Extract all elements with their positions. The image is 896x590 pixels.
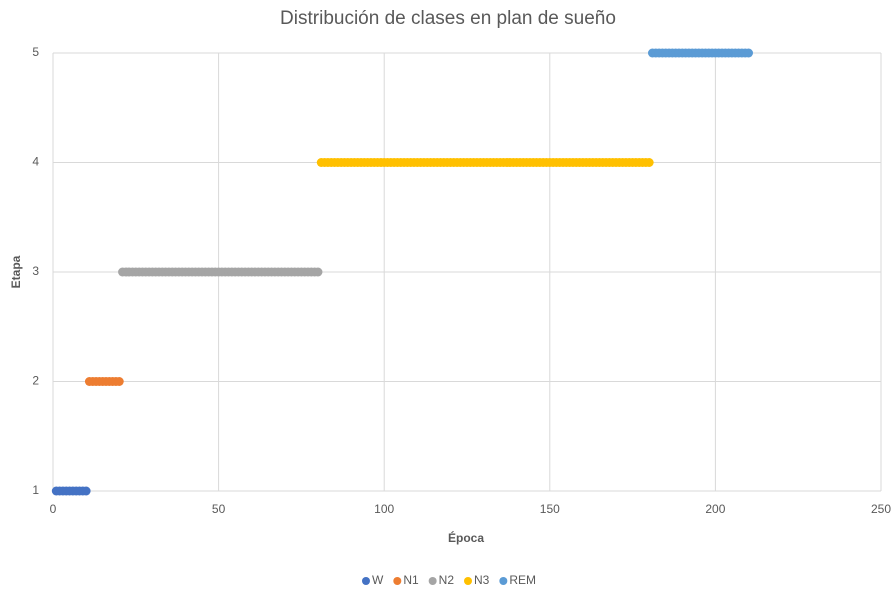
legend-label: W [372,573,384,587]
x-axis-title: Época [448,530,484,545]
point [744,48,754,58]
legend-marker [464,577,472,585]
legend-marker [393,577,402,585]
legend-label: REM [509,573,536,587]
point [644,158,654,167]
legend-label: N3 [474,573,490,587]
y-tick-label: 4 [32,155,39,169]
legend-label: N1 [403,573,419,587]
y-tick-label: 5 [32,45,39,59]
legend-marker [499,577,508,585]
y-axis-title: Etapa [9,255,23,288]
point [313,267,323,277]
point [114,377,124,386]
y-tick-label: 1 [32,483,39,497]
legend-marker [428,577,437,585]
y-tick-label: 2 [32,374,39,388]
point [81,486,91,496]
x-tick-label: 50 [212,502,226,516]
legend-marker [361,577,370,585]
chart-title: Distribución de clases en plan de sueño [280,8,616,29]
x-tick-label: 150 [540,502,560,516]
legend-label: N2 [439,573,455,587]
x-tick-label: 0 [50,502,57,516]
x-tick-label: 200 [705,502,725,516]
x-tick-label: 250 [871,502,891,516]
y-tick-label: 3 [32,264,39,278]
x-tick-label: 100 [374,502,394,516]
